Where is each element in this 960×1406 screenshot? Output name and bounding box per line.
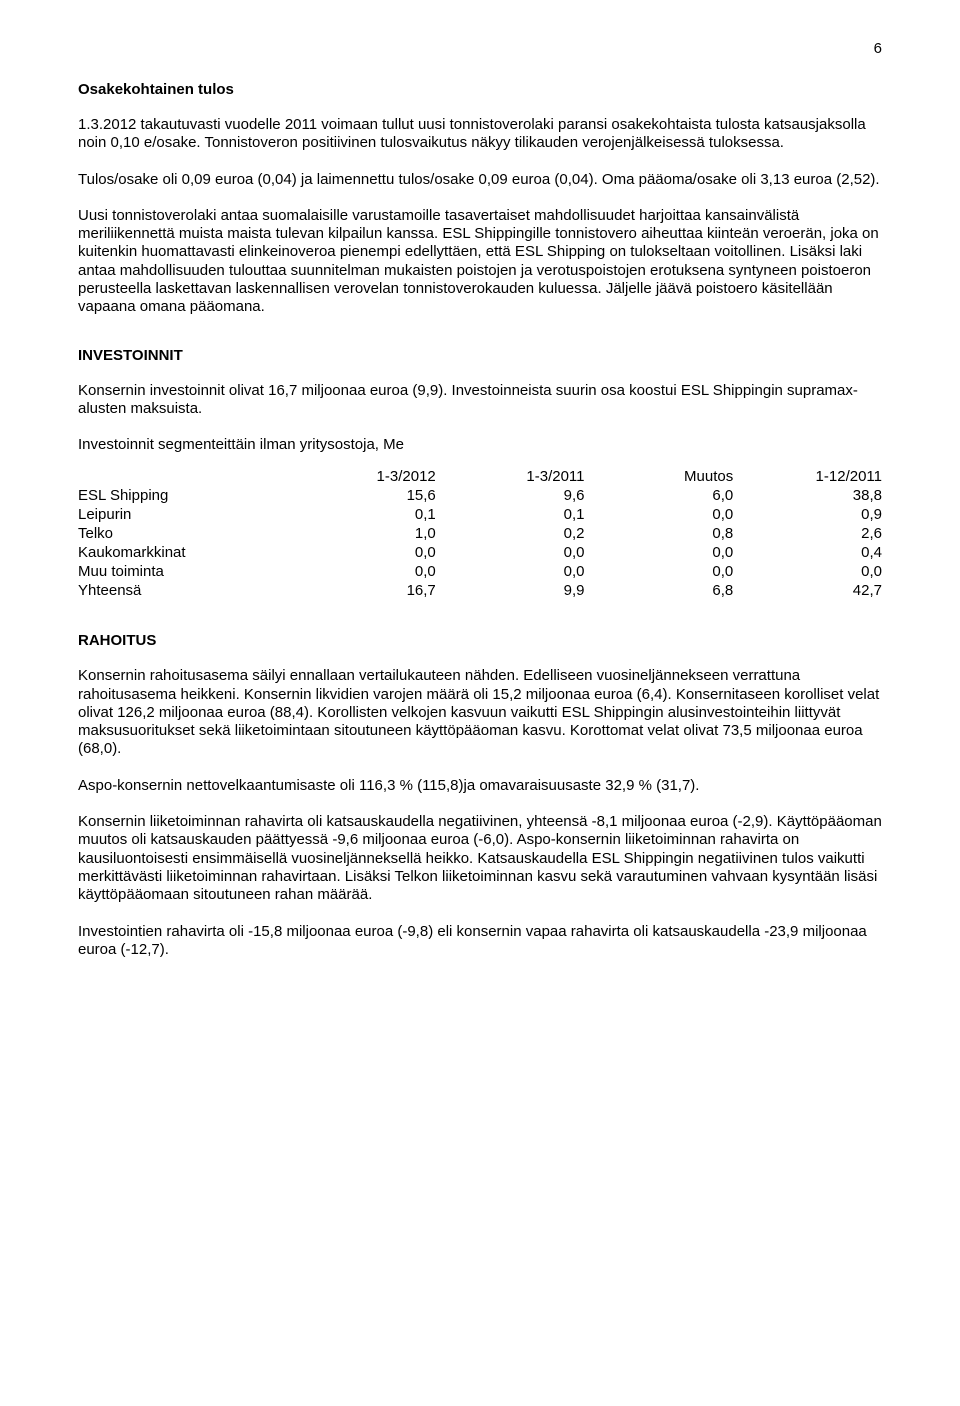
table-caption: Investoinnit segmenteittäin ilman yritys… <box>78 436 882 453</box>
table-cell: 42,7 <box>733 581 882 600</box>
table-cell: Telko <box>78 524 287 543</box>
table-row: ESL Shipping 15,6 9,6 6,0 38,8 <box>78 486 882 505</box>
table-cell: 2,6 <box>733 524 882 543</box>
investments-table: 1-3/2012 1-3/2011 Muutos 1-12/2011 ESL S… <box>78 467 882 600</box>
table-cell: 0,0 <box>585 505 734 524</box>
table-cell: 0,0 <box>287 562 436 581</box>
table-header-cell: Muutos <box>585 467 734 486</box>
section-title-eps: Osakekohtainen tulos <box>78 81 882 98</box>
table-header-cell: 1-3/2012 <box>287 467 436 486</box>
table-cell: Yhteensä <box>78 581 287 600</box>
table-cell: 0,0 <box>287 543 436 562</box>
table-cell: Leipurin <box>78 505 287 524</box>
table-row: Yhteensä 16,7 9,9 6,8 42,7 <box>78 581 882 600</box>
table-cell: 0,0 <box>436 543 585 562</box>
paragraph: Konsernin investoinnit olivat 16,7 miljo… <box>78 382 882 419</box>
table-cell: 0,2 <box>436 524 585 543</box>
table-cell: 0,1 <box>436 505 585 524</box>
paragraph: Investointien rahavirta oli -15,8 miljoo… <box>78 923 882 960</box>
table-row: Kaukomarkkinat 0,0 0,0 0,0 0,4 <box>78 543 882 562</box>
section-title-financing: RAHOITUS <box>78 632 882 649</box>
table-header-row: 1-3/2012 1-3/2011 Muutos 1-12/2011 <box>78 467 882 486</box>
table-cell: 0,4 <box>733 543 882 562</box>
paragraph: Aspo-konsernin nettovelkaantumisaste oli… <box>78 777 882 795</box>
table-cell: 0,0 <box>733 562 882 581</box>
paragraph: Konsernin rahoitusasema säilyi ennallaan… <box>78 667 882 758</box>
paragraph: Uusi tonnistoverolaki antaa suomalaisill… <box>78 207 882 317</box>
paragraph: Konsernin liiketoiminnan rahavirta oli k… <box>78 813 882 904</box>
table-cell: 1,0 <box>287 524 436 543</box>
paragraph: 1.3.2012 takautuvasti vuodelle 2011 voim… <box>78 116 882 153</box>
table-cell: 0,0 <box>585 562 734 581</box>
document-page: 6 Osakekohtainen tulos 1.3.2012 takautuv… <box>0 0 960 1017</box>
table-header-cell: 1-12/2011 <box>733 467 882 486</box>
spacer <box>78 335 882 347</box>
table-cell: 6,0 <box>585 486 734 505</box>
table-cell: Muu toiminta <box>78 562 287 581</box>
table-cell: 0,0 <box>585 543 734 562</box>
table-header-cell <box>78 467 287 486</box>
section-title-investments: INVESTOINNIT <box>78 347 882 364</box>
table-row: Leipurin 0,1 0,1 0,0 0,9 <box>78 505 882 524</box>
table-cell: 15,6 <box>287 486 436 505</box>
table-cell: Kaukomarkkinat <box>78 543 287 562</box>
table-cell: 6,8 <box>585 581 734 600</box>
table-row: Muu toiminta 0,0 0,0 0,0 0,0 <box>78 562 882 581</box>
paragraph: Tulos/osake oli 0,09 euroa (0,04) ja lai… <box>78 171 882 189</box>
table-cell: 0,8 <box>585 524 734 543</box>
table-header-cell: 1-3/2011 <box>436 467 585 486</box>
table-cell: 38,8 <box>733 486 882 505</box>
table-cell: 16,7 <box>287 581 436 600</box>
table-cell: 0,0 <box>436 562 585 581</box>
table-cell: 0,9 <box>733 505 882 524</box>
table-cell: ESL Shipping <box>78 486 287 505</box>
table-row: Telko 1,0 0,2 0,8 2,6 <box>78 524 882 543</box>
page-number: 6 <box>78 40 882 57</box>
spacer <box>78 620 882 632</box>
table-cell: 9,6 <box>436 486 585 505</box>
table-cell: 0,1 <box>287 505 436 524</box>
table-cell: 9,9 <box>436 581 585 600</box>
